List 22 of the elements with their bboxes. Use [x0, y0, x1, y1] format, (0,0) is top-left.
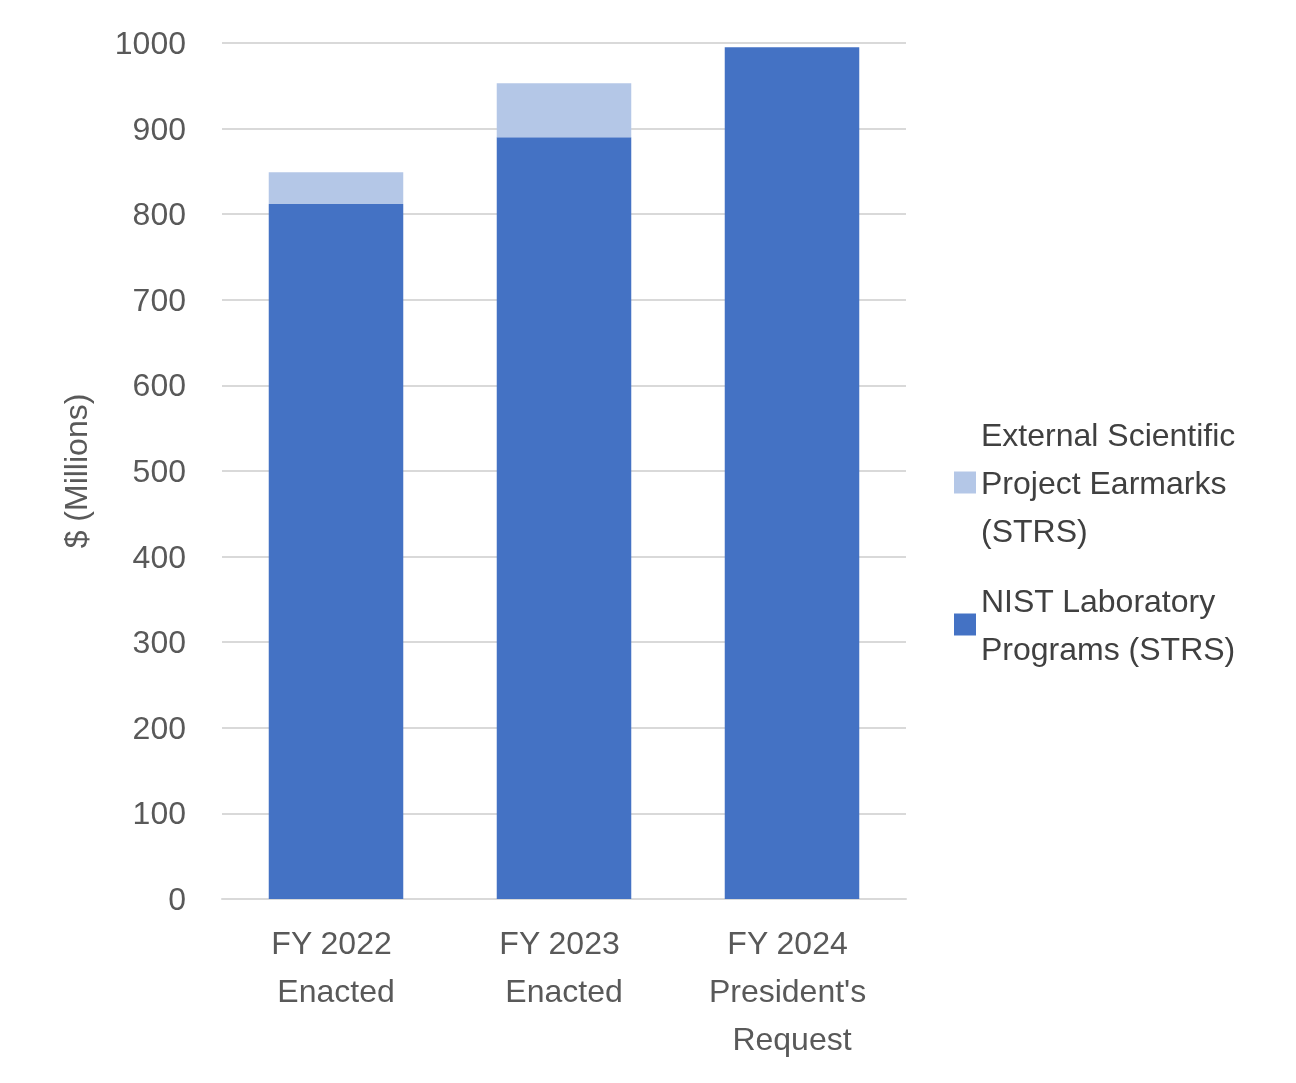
y-tick-label: 200: [132, 709, 186, 746]
y-tick-label: 500: [132, 453, 186, 489]
bar: [496, 83, 632, 138]
x-tick-label: FY 2023 Enacted: [499, 925, 629, 1009]
y-axis-title: $ (Millions): [58, 393, 94, 549]
y-tick-label: 600: [132, 367, 186, 404]
bar: [268, 172, 404, 204]
y-tick-label: 700: [132, 281, 186, 318]
y-tick-label: 300: [132, 624, 186, 661]
bar: [268, 203, 404, 899]
y-tick-label: 100: [132, 795, 186, 832]
x-tick-label: FY 2024 President's Request: [708, 925, 876, 1057]
x-tick-label: FY 2022 Enacted: [271, 925, 401, 1009]
legend-label: NIST Laboratory Programs (STRS): [981, 582, 1236, 667]
y-tick-label: 800: [132, 196, 186, 233]
y-tick-label: 1000: [114, 25, 186, 61]
y-tick-label: 0: [168, 881, 186, 917]
bar: [724, 47, 860, 899]
legend-label: External Scientific Project Earmarks (STRS): [981, 416, 1245, 549]
bar: [496, 137, 632, 899]
y-tick-label: 400: [132, 538, 186, 575]
y-tick-label: 900: [132, 110, 186, 147]
